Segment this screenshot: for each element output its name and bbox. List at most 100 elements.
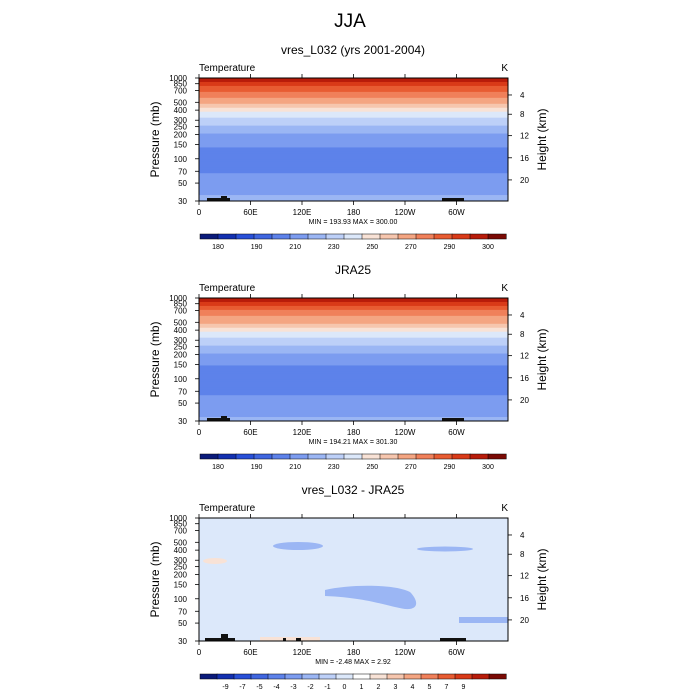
pressure-tick-label: 500 (174, 538, 188, 547)
colorbar-swatch (361, 453, 381, 460)
contour-band (199, 298, 508, 301)
contour-band (199, 403, 508, 406)
terrain-mask (207, 418, 230, 421)
y-axis-label: Pressure (mb) (148, 321, 162, 397)
contour-band (199, 315, 508, 319)
pressure-tick-label: 70 (178, 607, 187, 616)
colorbar-swatch (487, 453, 507, 460)
contour-band (199, 78, 508, 81)
diff-negative-patch (273, 542, 323, 550)
colorbar-swatch (271, 453, 291, 460)
terrain-mask (205, 638, 235, 641)
pressure-tick-label: 30 (178, 417, 187, 426)
contour-band (199, 385, 508, 388)
diff-negative-patch (417, 546, 473, 552)
colorbar-swatch (325, 233, 345, 240)
contour-field (199, 78, 508, 201)
contour-band (199, 117, 508, 121)
contour-band (199, 331, 508, 335)
contour-band (199, 105, 508, 109)
contour-band (199, 127, 508, 131)
contour-band (199, 173, 508, 176)
contour-band (199, 397, 508, 400)
terrain-mask (442, 198, 464, 201)
contour-band (199, 359, 508, 363)
contour-band (199, 99, 508, 103)
contour-band (199, 419, 508, 421)
contour-band (199, 139, 508, 143)
figure-title: JJA (334, 11, 366, 32)
contour-band (199, 157, 508, 160)
x-tick-label: 180 (347, 208, 361, 217)
panel-title: vres_L032 (yrs 2001-2004) (281, 43, 425, 57)
colorbar-label: 290 (444, 244, 456, 251)
colorbar-swatch (433, 233, 453, 240)
pressure-tick-label: 150 (174, 361, 188, 370)
units-label: K (501, 503, 508, 514)
colorbar-swatch (253, 453, 273, 460)
contour-band (199, 355, 508, 359)
colorbar-swatch (433, 453, 453, 460)
colorbar-label: 4 (411, 684, 415, 691)
terrain-mask (296, 638, 301, 641)
colorbar-swatch (307, 233, 327, 240)
contour-band (199, 303, 508, 307)
terrain-mask (207, 198, 230, 201)
y-axis-label: Pressure (mb) (148, 541, 162, 617)
colorbar-swatch (454, 673, 473, 680)
colorbar-swatch (488, 673, 507, 680)
pressure-tick-label: 100 (174, 155, 188, 164)
height-tick-label: 4 (520, 531, 525, 540)
contour-band (199, 375, 508, 378)
contour-band (199, 393, 508, 396)
pressure-tick-label: 700 (174, 87, 188, 96)
x-tick-label: 60E (243, 428, 257, 437)
diff-positive-patch (260, 637, 320, 641)
pressure-tick-label: 30 (178, 637, 187, 646)
contour-band (199, 111, 508, 115)
y-axis-label: Pressure (mb) (148, 101, 162, 177)
contour-band (199, 191, 508, 194)
colorbar-label: 180 (212, 464, 224, 471)
colorbar-label: -5 (256, 684, 262, 691)
colorbar-swatch (379, 233, 399, 240)
contour-band (199, 95, 508, 99)
colorbar-label: 230 (328, 244, 340, 251)
colorbar-swatch (397, 233, 417, 240)
pressure-tick-label: 300 (174, 336, 188, 345)
colorbar-label: 300 (482, 464, 494, 471)
contour-band (199, 371, 508, 374)
x-tick-label: 60E (243, 208, 257, 217)
y-axis-label-right: Height (km) (535, 328, 549, 390)
pressure-tick-label: 250 (174, 343, 188, 352)
contour-band (199, 365, 508, 369)
contour-band (199, 183, 508, 186)
colorbar-swatch (420, 673, 439, 680)
pressure-tick-label: 850 (174, 520, 188, 529)
contour-band (199, 363, 508, 367)
contour-band (199, 195, 508, 198)
x-tick-label: 60W (448, 428, 465, 437)
variable-label: Temperature (199, 283, 256, 294)
contour-band (199, 141, 508, 145)
contour-band (199, 299, 508, 303)
contour-band (199, 89, 508, 93)
contour-band (199, 309, 508, 313)
height-tick-label: 20 (520, 396, 529, 405)
colorbar-swatch (437, 673, 456, 680)
pressure-tick-label: 400 (174, 546, 188, 555)
colorbar-label: -9 (222, 684, 228, 691)
contour-band (199, 323, 508, 327)
contour-band (199, 143, 508, 147)
contour-band (199, 155, 508, 158)
contour-band (199, 101, 508, 105)
contour-band (199, 351, 508, 355)
contour-band (199, 193, 508, 196)
contour-band (199, 121, 508, 125)
contour-band (199, 79, 508, 83)
contour-band (199, 379, 508, 382)
colorbar-swatch (289, 453, 309, 460)
contour-band (199, 131, 508, 135)
contour-band (199, 197, 508, 200)
